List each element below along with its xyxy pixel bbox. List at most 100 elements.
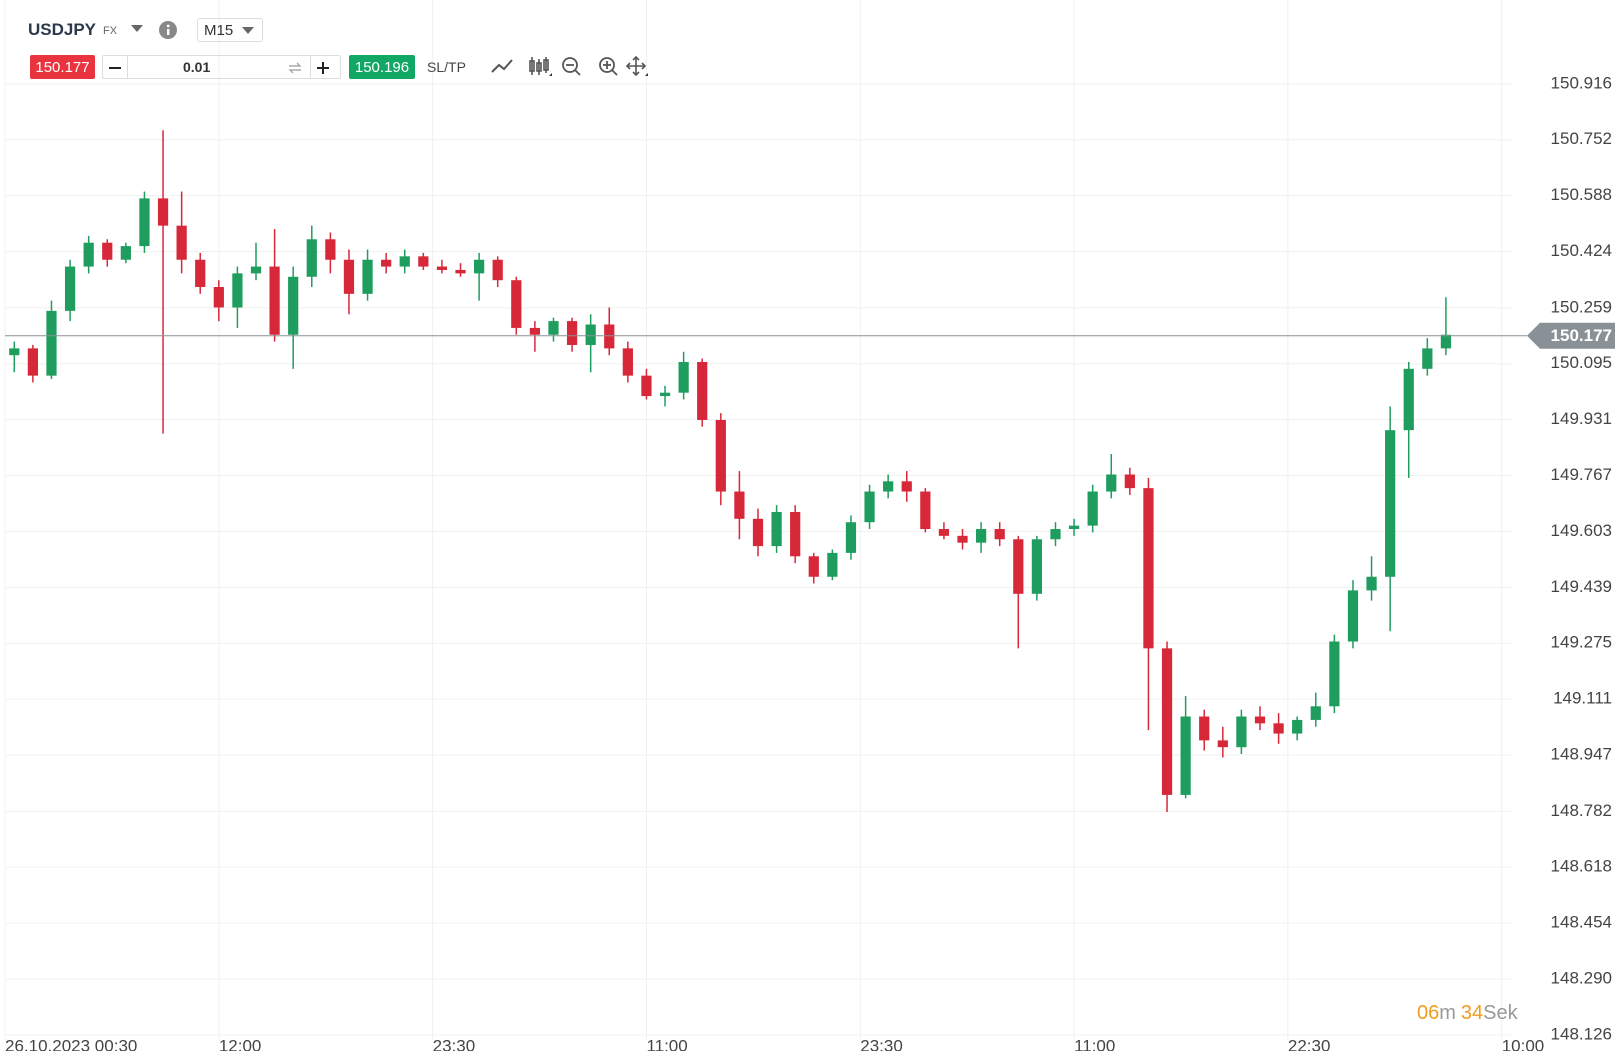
candle-body xyxy=(306,239,317,277)
candle-body xyxy=(455,269,466,274)
x-tick-label: 11:00 xyxy=(646,1036,687,1051)
candle-body xyxy=(343,259,355,294)
candle-icon[interactable] xyxy=(529,57,549,75)
symbol[interactable]: USDJPY xyxy=(28,20,97,39)
symbol-caret[interactable] xyxy=(130,24,144,34)
candle-body xyxy=(139,198,150,247)
candle-body xyxy=(994,529,1005,540)
zoom-out-icon[interactable] xyxy=(562,57,581,76)
candle-body xyxy=(1217,740,1228,748)
candle-body xyxy=(436,266,448,270)
candle-body xyxy=(269,266,280,335)
candle-body xyxy=(195,259,206,288)
sltp-button[interactable]: SL/TP xyxy=(427,59,466,75)
x-tick-label: 11:00 xyxy=(1074,1036,1115,1051)
y-tick-label: 149.111 xyxy=(1553,689,1612,708)
candle-body xyxy=(1273,723,1284,734)
sell-button[interactable]: 150.177 xyxy=(30,55,95,79)
y-tick-label: 148.947 xyxy=(1551,745,1612,764)
info-icon[interactable] xyxy=(158,20,178,40)
candle-body xyxy=(1310,706,1321,720)
candle-body xyxy=(176,225,187,260)
minus[interactable] xyxy=(108,62,122,74)
tool-icons[interactable] xyxy=(490,54,660,82)
candle-body xyxy=(771,511,782,547)
y-tick-label: 148.618 xyxy=(1551,857,1612,876)
volume: 0.01 xyxy=(183,59,211,75)
buy-button[interactable]: 150.196 xyxy=(349,55,415,79)
y-tick-label: 150.259 xyxy=(1551,297,1612,316)
volume-input[interactable]: 0.01 xyxy=(102,55,341,79)
y-tick-label: 148.454 xyxy=(1551,913,1612,932)
pan-icon[interactable] xyxy=(625,55,647,77)
candle-body xyxy=(83,242,94,267)
y-tick-label: 148.782 xyxy=(1551,801,1612,820)
candle-body xyxy=(1031,539,1043,594)
x-tick-label: 26.10.2023 00:30 xyxy=(5,1036,137,1051)
candle-body xyxy=(1292,719,1303,734)
candle-body xyxy=(790,511,801,557)
candle-body xyxy=(1254,716,1266,724)
candle-body xyxy=(250,266,262,274)
timer-minutes: 06 xyxy=(1417,1001,1440,1024)
x-tick-label: 10:00 xyxy=(1502,1036,1545,1051)
candle-body xyxy=(399,256,410,267)
zoom-in-icon[interactable] xyxy=(599,57,618,76)
candle-body xyxy=(622,348,633,376)
candle-body xyxy=(566,321,578,345)
y-tick-label: 148.290 xyxy=(1551,968,1612,987)
candle-body xyxy=(1087,491,1098,526)
x-tick-label: 12:00 xyxy=(219,1036,262,1051)
swap-icon[interactable] xyxy=(287,60,303,76)
candle-body xyxy=(9,348,20,356)
candle-body xyxy=(808,556,819,577)
candle-body xyxy=(715,419,726,492)
candle-body xyxy=(46,310,57,376)
candle-body xyxy=(901,481,912,492)
candle-body xyxy=(845,522,857,553)
candle-body xyxy=(102,242,113,260)
x-tick-label: 23:30 xyxy=(860,1036,903,1051)
y-tick-label: 150.752 xyxy=(1551,129,1612,148)
candle-body xyxy=(27,348,39,376)
timeframe-select[interactable]: M15 xyxy=(197,18,263,42)
candle-body xyxy=(529,327,541,335)
candle-body xyxy=(325,239,336,260)
candle-body xyxy=(213,287,224,308)
candle-body xyxy=(1347,590,1359,642)
candle-body xyxy=(1013,539,1024,594)
timer-seconds-unit: Sek xyxy=(1483,1001,1518,1024)
y-tick-label: 149.439 xyxy=(1551,577,1612,596)
candle-body xyxy=(678,362,689,393)
timer-minutes-unit: m xyxy=(1439,1001,1456,1024)
candle-body xyxy=(659,392,671,397)
candle-body xyxy=(418,256,429,267)
candle-body xyxy=(1106,474,1117,492)
candle-body xyxy=(920,491,931,530)
candle-body xyxy=(1050,529,1061,540)
candle-body xyxy=(864,491,875,523)
candle-body xyxy=(604,324,615,349)
y-tick-label: 149.767 xyxy=(1551,465,1612,484)
candle-body xyxy=(157,198,169,226)
candle-body xyxy=(585,324,596,345)
y-tick-label: 149.275 xyxy=(1551,633,1612,652)
last-price-label: 150.177 xyxy=(1551,326,1612,345)
y-tick-label: 150.588 xyxy=(1551,185,1612,204)
candle-body xyxy=(1403,368,1414,431)
candle-body xyxy=(64,266,76,311)
candle-body xyxy=(697,362,708,420)
candle-body xyxy=(288,276,299,335)
line-icon[interactable] xyxy=(491,59,513,73)
candle-body xyxy=(883,481,894,492)
candle-body xyxy=(511,280,522,328)
last-price-tag xyxy=(1527,322,1615,349)
plus[interactable] xyxy=(316,61,330,75)
candle-body xyxy=(1199,716,1210,741)
candle-body xyxy=(1143,488,1154,649)
y-tick-label: 149.931 xyxy=(1551,409,1612,428)
x-tick-label: 23:30 xyxy=(433,1036,476,1051)
candle-body xyxy=(1236,716,1247,748)
candle-body xyxy=(975,529,987,543)
